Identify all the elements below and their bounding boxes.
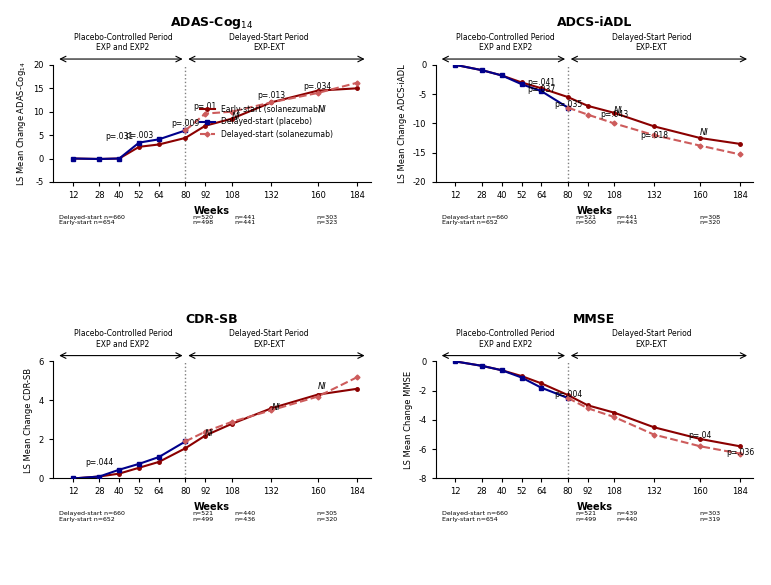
Text: Placebo-Controlled Period
EXP and EXP2: Placebo-Controlled Period EXP and EXP2: [456, 329, 555, 349]
X-axis label: Weeks: Weeks: [577, 205, 612, 215]
X-axis label: Weeks: Weeks: [194, 502, 230, 512]
Y-axis label: LS Mean Change CDR-SB: LS Mean Change CDR-SB: [24, 367, 33, 473]
Title: ADCS-iADL: ADCS-iADL: [557, 16, 632, 29]
Text: Delayed-Start Period
EXP-EXT: Delayed-Start Period EXP-EXT: [229, 33, 309, 52]
Text: n=441
n=441: n=441 n=441: [234, 215, 255, 225]
Text: p=.035: p=.035: [554, 101, 582, 109]
Text: n=521
n=499: n=521 n=499: [193, 511, 214, 522]
Text: n=439
n=440: n=439 n=440: [617, 511, 638, 522]
Text: Delayed-start n=660
Early-start n=652: Delayed-start n=660 Early-start n=652: [59, 511, 126, 522]
Text: p=.009: p=.009: [171, 119, 200, 128]
Text: p=.044: p=.044: [86, 458, 113, 467]
Text: p=.037: p=.037: [527, 85, 556, 94]
Text: n=303
n=319: n=303 n=319: [699, 511, 720, 522]
Text: p=.043: p=.043: [600, 111, 628, 119]
Text: Delayed-start n=660
Early-start n=654: Delayed-start n=660 Early-start n=654: [442, 511, 508, 522]
Text: Delayed-start n=660
Early-start n=654: Delayed-start n=660 Early-start n=654: [59, 215, 126, 225]
Text: n=521
n=500: n=521 n=500: [575, 215, 596, 225]
Text: Placebo-Controlled Period
EXP and EXP2: Placebo-Controlled Period EXP and EXP2: [456, 33, 555, 52]
Text: p=.041: p=.041: [527, 78, 555, 87]
Title: MMSE: MMSE: [574, 312, 615, 325]
Text: Delayed-Start Period
EXP-EXT: Delayed-Start Period EXP-EXT: [611, 329, 692, 349]
Title: ADAS-Cog$_{14}$: ADAS-Cog$_{14}$: [170, 15, 254, 31]
Text: n=520
n=498: n=520 n=498: [193, 215, 214, 225]
Text: NI: NI: [614, 106, 623, 115]
Text: n=440
n=436: n=440 n=436: [234, 511, 255, 522]
Text: p=.034: p=.034: [304, 82, 332, 91]
X-axis label: Weeks: Weeks: [194, 205, 230, 215]
Text: p=.04: p=.04: [689, 431, 712, 441]
X-axis label: Weeks: Weeks: [577, 502, 612, 512]
Text: NI: NI: [318, 105, 327, 114]
Text: n=305
n=320: n=305 n=320: [317, 511, 338, 522]
Text: p=.018: p=.018: [640, 131, 668, 140]
Text: Placebo-Controlled Period
EXP and EXP2: Placebo-Controlled Period EXP and EXP2: [73, 329, 173, 349]
Text: Delayed-Start Period
EXP-EXT: Delayed-Start Period EXP-EXT: [611, 33, 692, 52]
Text: NI: NI: [700, 128, 709, 137]
Title: CDR-SB: CDR-SB: [186, 312, 238, 325]
Text: p=.003: p=.003: [125, 131, 153, 140]
Text: p=.031: p=.031: [105, 132, 133, 141]
Text: n=303
n=323: n=303 n=323: [317, 215, 338, 225]
Y-axis label: LS Mean Change MMSE: LS Mean Change MMSE: [403, 371, 412, 469]
Y-axis label: LS Mean Change ADAS-Cog$_{14}$: LS Mean Change ADAS-Cog$_{14}$: [15, 61, 28, 185]
Text: NI: NI: [318, 382, 327, 391]
Text: n=441
n=443: n=441 n=443: [617, 215, 638, 225]
Text: NI: NI: [271, 403, 280, 412]
Text: Delayed-start n=660
Early-start n=652: Delayed-start n=660 Early-start n=652: [442, 215, 508, 225]
Text: n=308
n=320: n=308 n=320: [699, 215, 720, 225]
Legend: Early-start (solanezumab), Delayed-start (placebo), Delayed-start (solanezumab): Early-start (solanezumab), Delayed-start…: [197, 101, 336, 142]
Text: Placebo-Controlled Period
EXP and EXP2: Placebo-Controlled Period EXP and EXP2: [73, 33, 173, 52]
Text: Delayed-Start Period
EXP-EXT: Delayed-Start Period EXP-EXT: [229, 329, 309, 349]
Text: p=.036: p=.036: [726, 448, 754, 456]
Text: p=.013: p=.013: [258, 91, 285, 100]
Y-axis label: LS Mean Change ADCS-iADL: LS Mean Change ADCS-iADL: [399, 64, 408, 183]
Text: NI: NI: [232, 112, 241, 121]
Text: NI: NI: [205, 429, 214, 438]
Text: n=521
n=499: n=521 n=499: [575, 511, 597, 522]
Text: p=.01: p=.01: [194, 102, 217, 111]
Text: p=.004: p=.004: [554, 390, 582, 399]
